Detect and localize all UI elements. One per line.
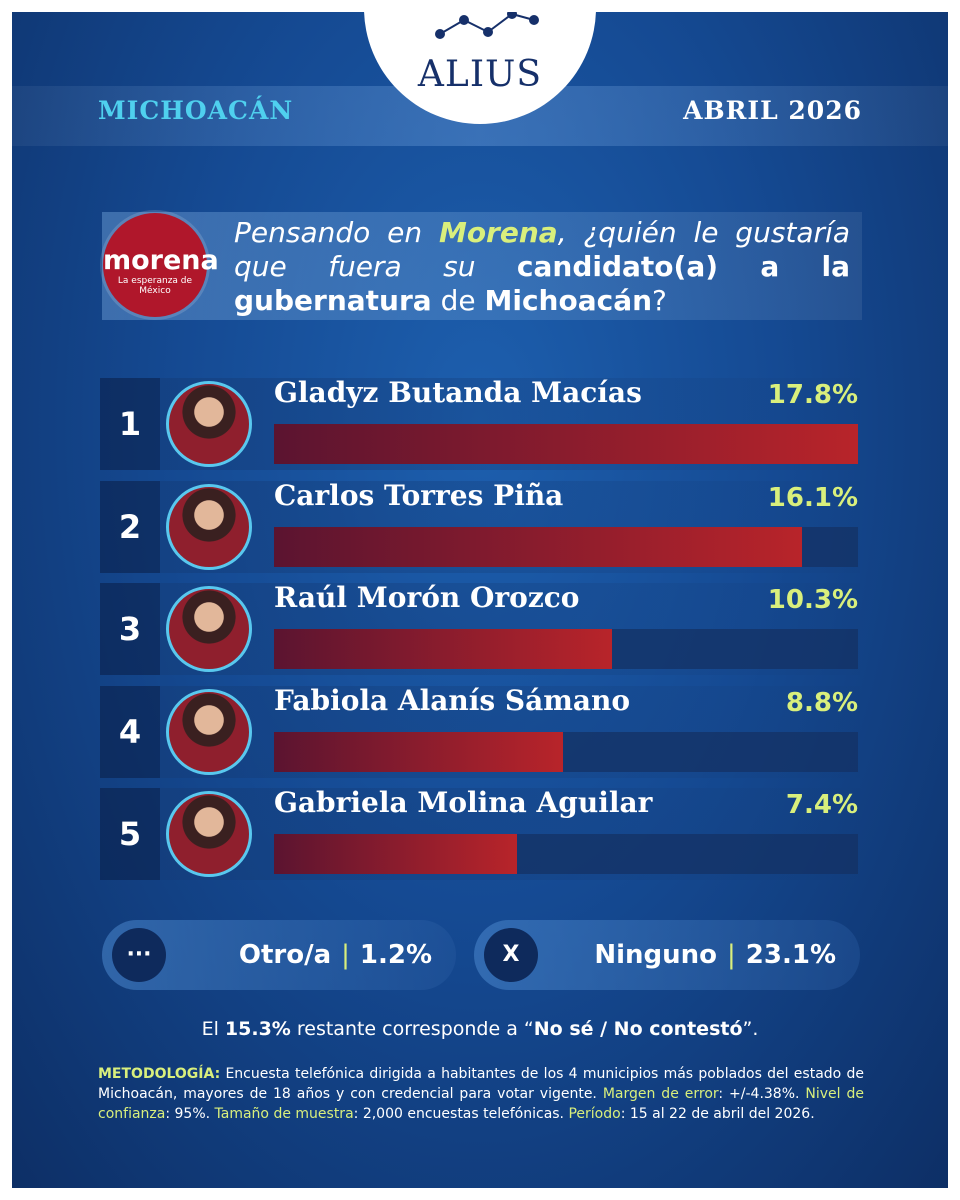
text-part: Nivel de confianza bbox=[98, 1086, 864, 1122]
separator: | bbox=[341, 940, 350, 970]
text-part: ”. bbox=[742, 1018, 759, 1040]
text-part: restante corresponde a “ bbox=[290, 1018, 534, 1040]
text-part: El bbox=[201, 1018, 225, 1040]
candidate-photo bbox=[166, 586, 252, 672]
bar-track bbox=[274, 731, 858, 772]
candidate-photo bbox=[166, 483, 252, 570]
candidate-name: Raúl Morón Orozco bbox=[274, 581, 580, 614]
bar bbox=[274, 629, 612, 669]
rank: 4 bbox=[100, 685, 160, 778]
bar-track bbox=[274, 424, 858, 464]
brand-logo: ALIUS bbox=[364, 12, 596, 124]
bar-track bbox=[274, 629, 858, 669]
candidate-name: Fabiola Alanís Sámano bbox=[274, 683, 631, 717]
text-part: Margen de error bbox=[602, 1086, 719, 1102]
text-part: Michoacán bbox=[484, 284, 653, 317]
question-box bbox=[102, 212, 862, 320]
date: ABRIL 2026 bbox=[683, 96, 862, 125]
rank: 5 bbox=[100, 788, 160, 880]
value-label: 8.8% bbox=[785, 687, 858, 718]
value-label: 17.8% bbox=[767, 380, 858, 410]
text-part: candidato(a) a la gubernatura bbox=[234, 250, 851, 317]
text-part: : 2,000 encuestas telefónicas. bbox=[353, 1106, 569, 1122]
rank: 2 bbox=[100, 480, 160, 573]
text-part: Pensando en bbox=[234, 216, 439, 249]
text-part: ? bbox=[652, 284, 667, 317]
option-value: 1.2% bbox=[359, 940, 432, 970]
note: El 15.3% restante corresponde a “No sé /… bbox=[12, 1018, 948, 1040]
brand-name: ALIUS bbox=[417, 54, 543, 95]
rank: 3 bbox=[100, 583, 160, 675]
option-text: Otro/a | 1.2% bbox=[239, 920, 432, 990]
infographic: MICHOACÁN ABRIL 2026 ALIUS morena La esp… bbox=[12, 12, 948, 1188]
option-text: Ninguno | 23.1% bbox=[594, 920, 836, 990]
candidate-photo bbox=[166, 381, 252, 467]
text-part: Morena bbox=[438, 216, 558, 249]
option-label: Ninguno bbox=[594, 940, 718, 970]
candidate-name: Gabriela Molina Aguilar bbox=[274, 786, 653, 819]
text-part: : +/-4.38%. bbox=[718, 1086, 806, 1102]
text-part: de bbox=[431, 284, 485, 317]
bar bbox=[274, 424, 858, 464]
party-name: morena bbox=[103, 245, 219, 276]
candidate-name: Carlos Torres Piña bbox=[274, 478, 564, 512]
option-value: 23.1% bbox=[745, 940, 836, 970]
logo-icon bbox=[435, 12, 539, 39]
option-label: Otro/a bbox=[238, 940, 332, 970]
value-label: 10.3% bbox=[767, 585, 858, 615]
bar bbox=[274, 526, 803, 567]
candidate-name: Gladyz Butanda Macías bbox=[274, 376, 642, 409]
region: MICHOACÁN bbox=[98, 96, 294, 125]
text-part: : 15 al 22 de abril del 2026. bbox=[620, 1106, 815, 1122]
bar bbox=[274, 731, 563, 772]
option-pill: ··· Otro/a | 1.2% bbox=[102, 920, 456, 990]
bar bbox=[274, 834, 517, 874]
bar-track bbox=[274, 526, 858, 567]
candidate-photo bbox=[166, 791, 252, 877]
text-part: , ¿quién le gustaría que fuera su bbox=[234, 216, 850, 283]
text-part: METODOLOGÍA: bbox=[98, 1066, 221, 1082]
option-icon: X bbox=[484, 928, 538, 982]
option-icon: ··· bbox=[112, 928, 166, 982]
option-pill: X Ninguno | 23.1% bbox=[474, 920, 860, 990]
party-tagline: La esperanza de México bbox=[117, 276, 193, 296]
question: Pensando en Morena, ¿quién le gustaría q… bbox=[234, 216, 850, 318]
party-logo: morena La esperanza de México bbox=[103, 213, 219, 317]
text-part: 15.3% bbox=[224, 1018, 291, 1040]
value-label: 16.1% bbox=[767, 482, 858, 513]
candidate-photo bbox=[166, 688, 252, 775]
text-part: : 95%. bbox=[165, 1106, 215, 1122]
methodology: METODOLOGÍA: Encuesta telefónica dirigid… bbox=[98, 1064, 864, 1124]
rank: 1 bbox=[100, 378, 160, 470]
text-part: Encuesta telefónica dirigida a habitante… bbox=[98, 1066, 864, 1102]
value-label: 7.4% bbox=[785, 790, 858, 820]
text-part: Período bbox=[568, 1106, 621, 1122]
text-part: Tamaño de muestra bbox=[214, 1106, 354, 1122]
bar-track bbox=[274, 834, 858, 874]
separator: | bbox=[727, 940, 736, 970]
text-part: No sé / No contestó bbox=[533, 1018, 743, 1040]
